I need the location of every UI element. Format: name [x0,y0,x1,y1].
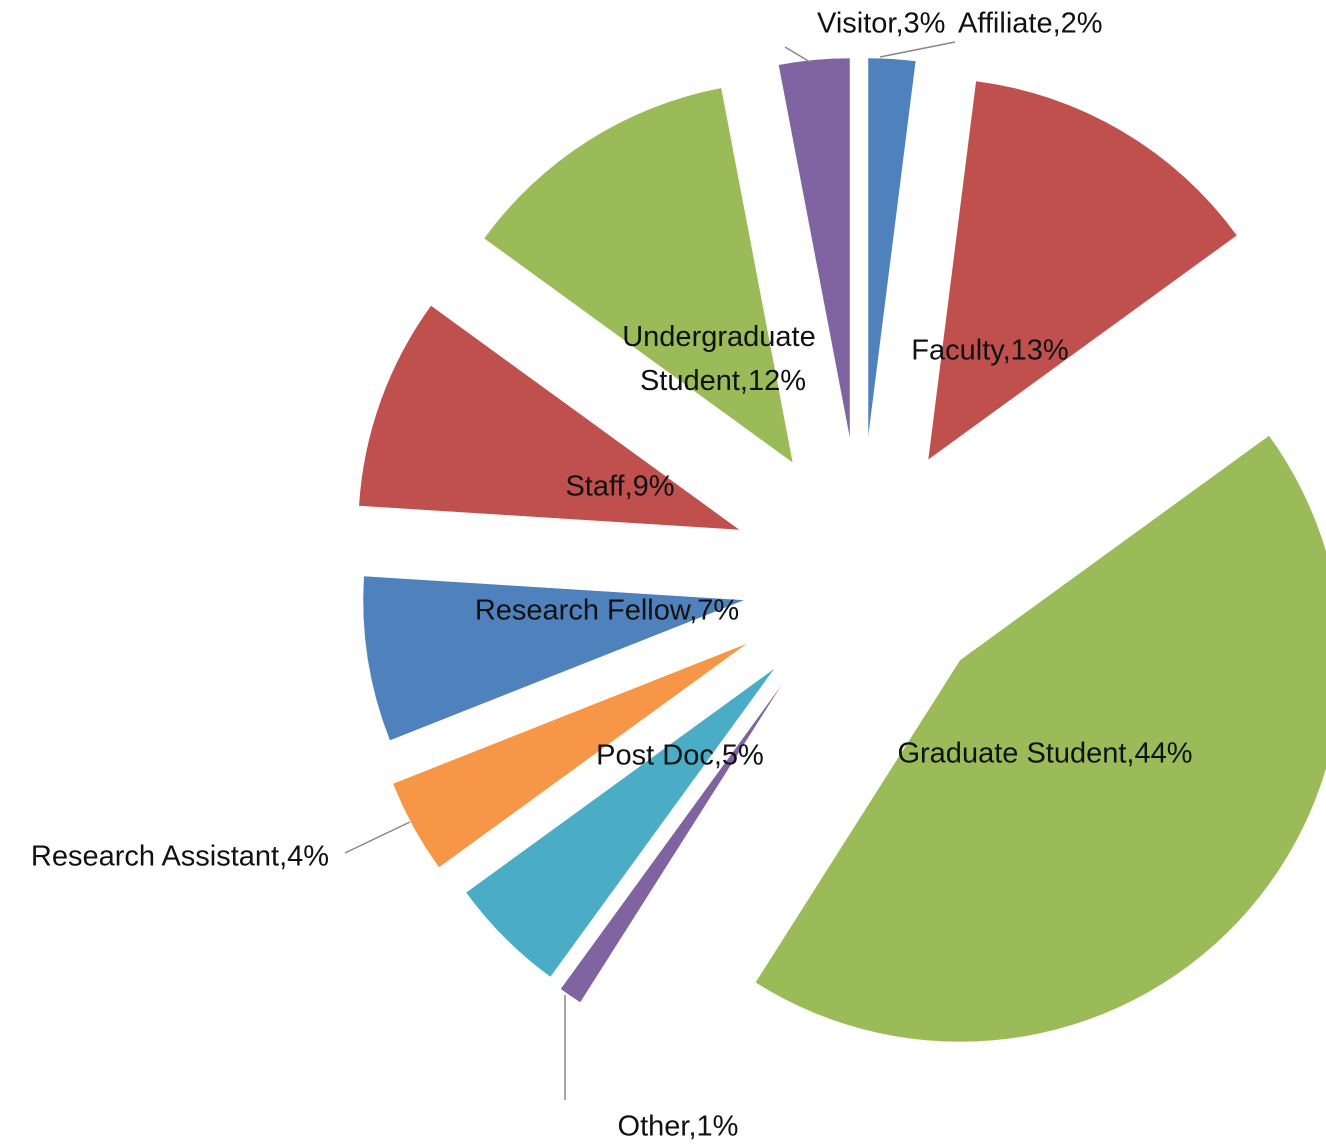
data-label: Graduate Student,44% [897,738,1192,770]
data-label: Undergraduate Student,12% [622,321,824,397]
label-line: Undergraduate [622,321,824,353]
pie-slice [392,642,749,868]
label-line: Student,12% [640,365,806,397]
data-label: Affiliate,2% [958,8,1103,40]
leader-line [784,46,811,63]
leader-line [879,41,956,58]
pie-slice [358,305,741,531]
data-label: Research Assistant,4% [31,841,329,873]
data-label: Post Doc,5% [596,740,764,772]
data-label: Staff,9% [565,471,674,503]
pie-slice [927,80,1238,461]
pie-slice [362,575,746,741]
pie-slice [754,435,1326,1043]
pie-slice [465,667,776,978]
pie-slice [483,87,794,464]
pie-slice [778,57,851,441]
data-label: Research Fellow,7% [475,595,739,627]
pie-slice [560,679,786,1003]
leader-line [344,821,411,854]
pie-slice [867,57,917,441]
data-label: Faculty,13% [911,335,1068,367]
data-label: Other,1% [618,1111,739,1143]
data-label: Visitor,3% [817,8,945,40]
